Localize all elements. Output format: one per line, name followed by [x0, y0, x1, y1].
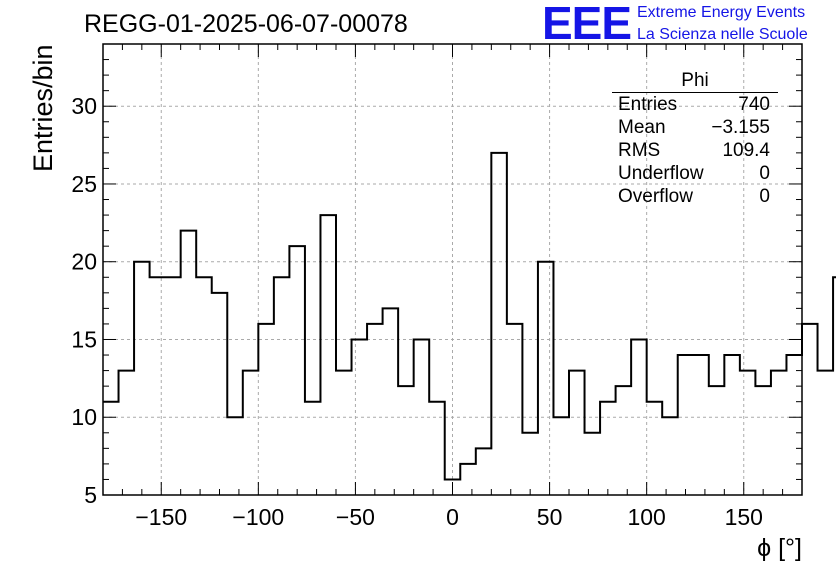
histogram-bin — [755, 386, 771, 495]
stats-box: Phi Entries 740 Mean −3.155 RMS 109.4 Under… — [612, 70, 778, 208]
stats-row: Overflow 0 — [612, 185, 778, 208]
histogram-bin — [647, 402, 663, 495]
stats-label: Overflow — [618, 186, 693, 207]
histogram-bin — [802, 324, 818, 495]
histogram-bin — [212, 293, 228, 495]
stats-value: 109.4 — [722, 140, 770, 161]
run-title: REGG-01-2025-06-07-00078 — [84, 10, 408, 38]
histogram-bin — [507, 324, 523, 495]
histogram-bin — [274, 277, 290, 495]
stats-row: Mean −3.155 — [612, 116, 778, 139]
stats-value: −3.155 — [711, 117, 770, 138]
histogram-bin — [258, 324, 274, 495]
stats-label: Entries — [618, 94, 678, 115]
histogram-bin — [818, 371, 834, 495]
logo-line-1: Extreme Energy Events — [637, 4, 806, 21]
histogram-series — [103, 151, 836, 481]
histogram-bin — [460, 464, 476, 495]
x-tick-label: 100 — [627, 504, 665, 530]
histogram-bin — [786, 355, 802, 495]
stats-value: 0 — [759, 163, 770, 184]
histogram-bin — [289, 246, 305, 495]
stats-row: Entries 740 — [612, 93, 778, 116]
histogram-bin — [119, 371, 135, 495]
histogram-bin — [616, 386, 632, 495]
histogram-bin — [678, 355, 694, 495]
eee-logo: EEE — [542, 0, 632, 49]
histogram-bin — [352, 339, 368, 495]
histogram-bin — [600, 402, 616, 495]
stats-label: Underflow — [618, 163, 704, 184]
histogram-bin — [181, 231, 197, 495]
histogram-bin — [398, 386, 414, 495]
stats-row: RMS 109.4 — [612, 139, 778, 162]
y-tick-label: 10 — [71, 404, 97, 430]
stats-label: Mean — [618, 117, 666, 138]
y-tick-label: 5 — [84, 482, 97, 508]
histogram-bin — [522, 433, 538, 495]
histogram-bin — [429, 402, 445, 495]
histogram-bin — [134, 262, 150, 495]
histogram-bin — [569, 371, 585, 495]
x-tick-label: −150 — [135, 504, 187, 530]
x-tick-label: −100 — [232, 504, 284, 530]
histogram-bin — [305, 402, 321, 495]
histogram-bin — [367, 324, 383, 495]
stats-value: 740 — [738, 94, 770, 115]
histogram-bin — [662, 417, 678, 495]
histogram-bin — [476, 448, 492, 495]
histogram-bin — [165, 277, 181, 495]
stats-label: RMS — [618, 140, 661, 161]
stats-name: Phi — [612, 70, 778, 93]
histogram-bin — [709, 386, 725, 495]
histogram-bin — [320, 215, 336, 495]
x-tick-label: 0 — [446, 504, 459, 530]
histogram-bin — [771, 371, 787, 495]
y-tick-label: 30 — [71, 93, 97, 119]
x-tick-label: 150 — [725, 504, 763, 530]
x-axis-label: ϕ [°] — [757, 534, 802, 562]
x-tick-label: −50 — [336, 504, 375, 530]
histogram-bin — [196, 277, 212, 495]
stats-row: Underflow 0 — [612, 162, 778, 185]
stats-value: 0 — [759, 186, 770, 207]
histogram-bin — [336, 371, 352, 495]
histogram-bin — [553, 417, 569, 495]
logo-line-2: La Scienza nelle Scuole — [637, 26, 808, 43]
histogram-bin — [724, 355, 740, 495]
histogram-bin — [585, 433, 601, 495]
y-tick-label: 15 — [71, 326, 97, 352]
y-tick-label: 25 — [71, 171, 97, 197]
histogram-bin — [150, 277, 166, 495]
y-axis-label: Entries/bin — [28, 44, 58, 172]
histogram-bin — [383, 308, 399, 495]
histogram-bin — [693, 355, 709, 495]
histogram-bin — [491, 153, 507, 495]
histogram-bin — [243, 371, 259, 495]
x-tick-label: 50 — [537, 504, 563, 530]
y-tick-label: 20 — [71, 249, 97, 275]
histogram-bin — [538, 262, 554, 495]
histogram-bin — [227, 417, 243, 495]
histogram-bin — [740, 371, 756, 495]
